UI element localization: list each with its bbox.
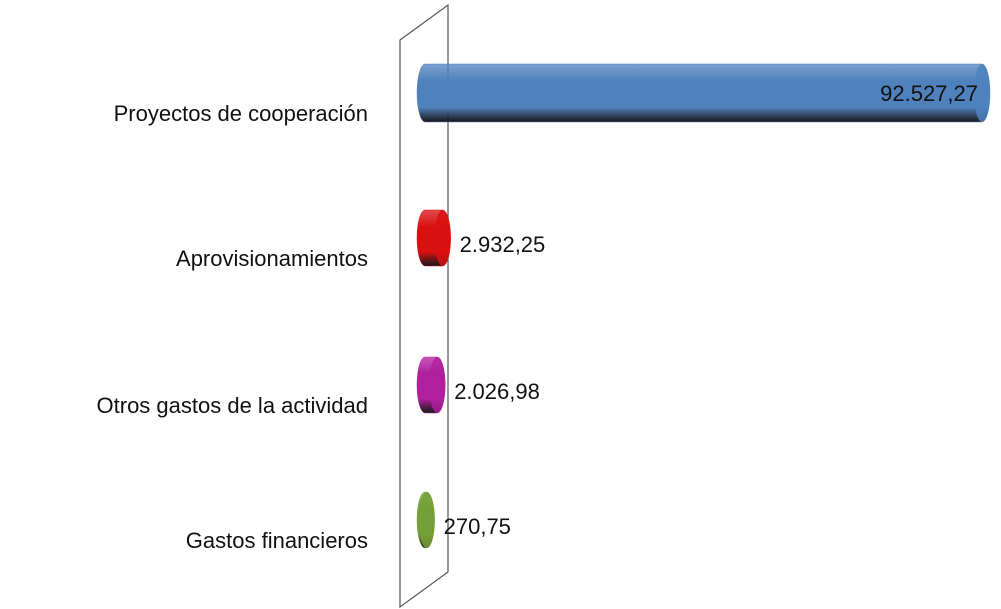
- category-label: Gastos financieros: [186, 528, 368, 553]
- bar-cap: [418, 492, 435, 548]
- back-wall: [399, 3, 449, 609]
- category-label: Proyectos de cooperación: [114, 101, 368, 126]
- bar-cap: [429, 357, 446, 413]
- value-label: 92.527,27: [880, 81, 978, 106]
- bar-cap: [434, 210, 451, 266]
- value-label: 270,75: [444, 514, 511, 539]
- value-label: 2.932,25: [460, 232, 546, 257]
- category-label: Aprovisionamientos: [176, 246, 368, 271]
- value-label: 2.026,98: [454, 379, 540, 404]
- bar-cap: [974, 64, 990, 122]
- category-label: Otros gastos de la actividad: [97, 393, 368, 418]
